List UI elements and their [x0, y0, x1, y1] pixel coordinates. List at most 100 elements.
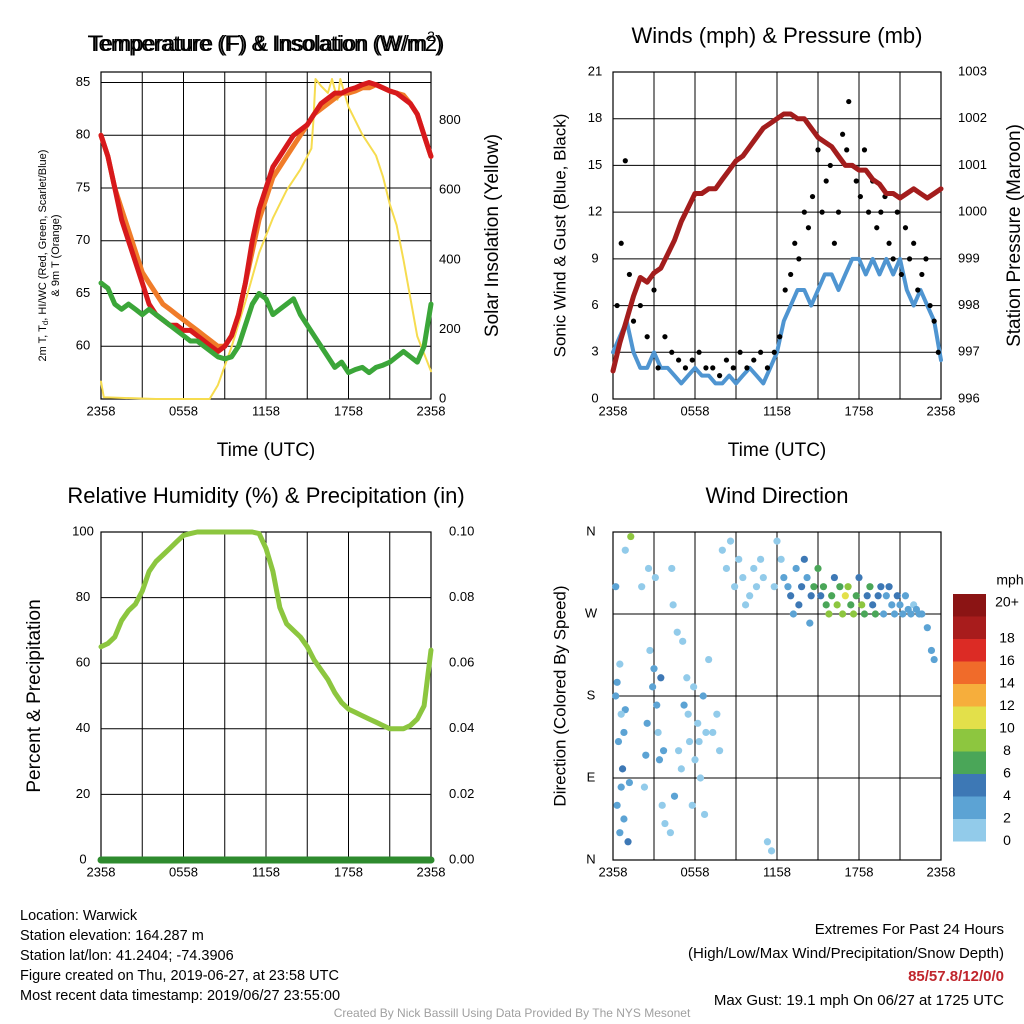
direction-point	[690, 683, 698, 691]
direction-point	[780, 573, 788, 582]
direction-point	[741, 601, 750, 609]
direction-point	[702, 728, 710, 737]
legend-swatch	[953, 616, 986, 639]
gust-point	[637, 302, 643, 309]
x-axis-label: Time (UTC)	[728, 440, 827, 461]
direction-point	[863, 592, 871, 600]
x-tick-label: 0558	[169, 403, 198, 418]
wind-direction-panel: 2358 0558 1158 1758 2358 Wind Direction N E S W N D…	[550, 483, 1023, 880]
direction-point	[700, 810, 709, 819]
y-tick-label: N	[586, 523, 595, 538]
y2-tick-label: 0.10	[449, 523, 474, 538]
direction-point	[882, 592, 890, 600]
extremes-subtitle: (High/Low/Max Wind/Precipitation/Snow De…	[688, 944, 1004, 962]
x-axis-label: Time (UTC)	[217, 440, 316, 461]
direction-point	[841, 592, 849, 600]
direction-point	[773, 537, 781, 545]
gust-point	[923, 256, 929, 262]
legend-swatch	[953, 661, 986, 684]
title-part: Temperature (F) & Insolation (W/m	[90, 31, 427, 56]
y-tick-label: N	[586, 851, 595, 866]
direction-point	[642, 751, 650, 759]
y-tick-label: 85	[76, 74, 90, 89]
direction-point	[661, 819, 669, 828]
humidity-panel: 2358 0558 1158 1758 2358 Relative Humidity (%…	[24, 483, 474, 880]
gust-point	[703, 365, 709, 371]
direction-point	[885, 583, 893, 591]
direction-point	[673, 628, 681, 636]
direction-point	[640, 783, 649, 791]
direction-point	[713, 710, 721, 718]
gust-point	[630, 318, 637, 324]
direction-point	[770, 583, 778, 591]
direction-point	[830, 573, 839, 582]
legend-swatch	[953, 774, 986, 797]
x-tick-label: 1758	[845, 403, 874, 418]
gust-point	[758, 349, 764, 355]
y-tick-label: 6	[591, 297, 598, 312]
direction-point	[709, 728, 717, 737]
gust-point	[801, 209, 807, 215]
x-tick-label: 2358	[927, 403, 956, 418]
y2-tick-label: 998	[958, 297, 980, 312]
direction-point	[819, 583, 828, 591]
direction-point	[852, 592, 860, 600]
x-tick-label: 2358	[87, 403, 116, 418]
y-tick-label: S	[587, 687, 596, 702]
direction-point	[613, 801, 621, 809]
y-tick-label: 0	[79, 851, 86, 866]
gust-point	[788, 271, 794, 278]
direction-point	[930, 655, 938, 664]
y-tick-label: 80	[76, 127, 90, 142]
gust-point	[792, 240, 798, 246]
speed-legend: mph 0 2 4 6 8 10 12 14 16 18 20+	[953, 572, 1024, 848]
direction-point	[855, 573, 863, 582]
direction-point	[822, 601, 830, 609]
gust-point	[827, 162, 833, 169]
legend-label: 18	[999, 630, 1015, 646]
x-tick-label: 1158	[252, 403, 280, 418]
direction-point	[691, 756, 699, 764]
direction-point	[789, 610, 798, 618]
y-tick-label: 3	[591, 344, 598, 359]
gust-point	[819, 209, 825, 215]
y2-tick-label: 0	[439, 390, 446, 405]
y-axis-label: Direction (Colored By Speed)	[550, 585, 569, 806]
gust-point	[898, 271, 904, 278]
gust-point	[915, 287, 921, 293]
direction-point	[757, 555, 765, 563]
x-tick-label: 1758	[334, 403, 363, 418]
direction-point	[624, 838, 632, 846]
title-part: )	[435, 31, 442, 56]
y2-tick-label: 999	[958, 250, 980, 265]
gust-point	[662, 334, 668, 340]
gust-point	[622, 158, 628, 164]
direction-point	[739, 573, 747, 582]
y-tick-label: 75	[76, 179, 90, 194]
direction-point	[659, 747, 668, 755]
direction-point	[618, 765, 627, 773]
direction-point	[784, 583, 792, 591]
legend-label: 4	[1003, 787, 1011, 803]
direction-point	[688, 801, 696, 809]
direction-point	[880, 610, 888, 618]
gust-point	[831, 240, 838, 246]
direction-point	[918, 610, 926, 618]
direction-point	[752, 583, 761, 591]
legend-label: 20+	[995, 594, 1019, 610]
location-text: Location: Warwick	[20, 908, 138, 924]
direction-point	[839, 610, 847, 618]
green-series-line	[98, 280, 434, 376]
gust-point	[771, 349, 777, 355]
direction-point	[807, 592, 815, 600]
legend-label: 14	[999, 675, 1015, 691]
direction-point	[612, 692, 620, 700]
direction-point	[731, 583, 739, 591]
gust-point	[809, 193, 816, 200]
direction-point	[670, 792, 679, 800]
direction-point	[814, 564, 822, 573]
gust-point	[902, 225, 909, 231]
gust-point	[669, 349, 675, 355]
direction-point	[696, 774, 705, 782]
panel-title: Relative Humidity (%) & Precipitation (i…	[67, 483, 464, 508]
